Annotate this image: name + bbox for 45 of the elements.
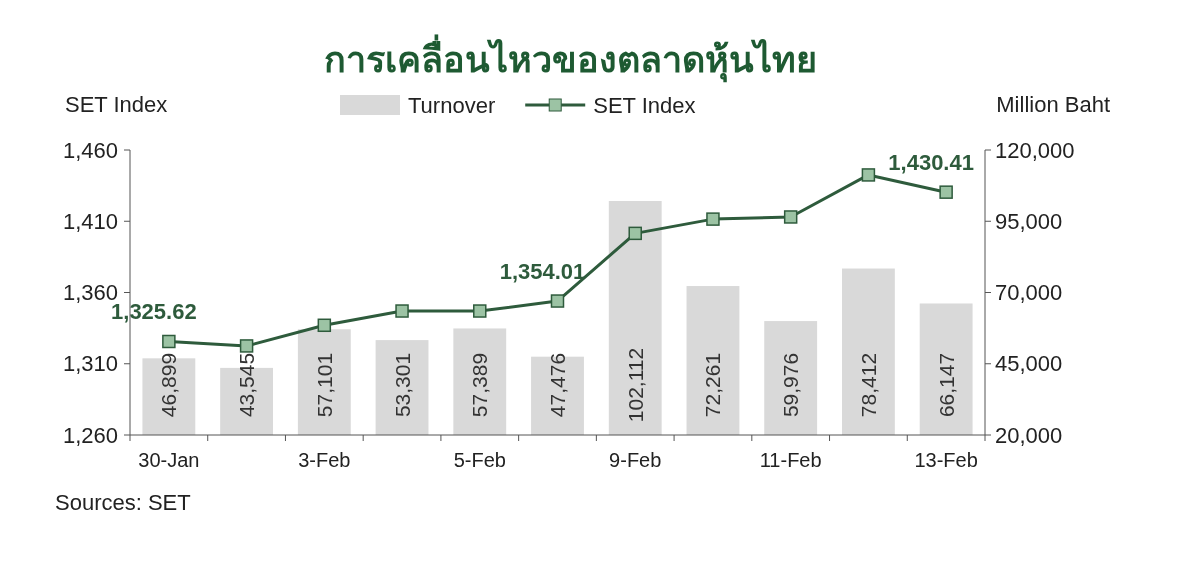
data-label: 1,430.41 bbox=[888, 150, 974, 176]
point bbox=[395, 304, 409, 318]
source-note: Sources: SET bbox=[55, 490, 191, 515]
y-tick-label: 1,310 bbox=[62, 351, 118, 377]
y2-tick-label: 70,000 bbox=[995, 280, 1063, 305]
legend-label: Turnover bbox=[408, 92, 496, 118]
data-label: 57,389 bbox=[468, 352, 492, 418]
point bbox=[550, 294, 565, 308]
x-tick-label: 13-Feb bbox=[914, 449, 978, 471]
y2-axis-title: Million Baht bbox=[996, 92, 1110, 117]
data-label: 66,147 bbox=[934, 352, 958, 418]
data-label: 1,354.01 bbox=[499, 259, 586, 285]
point bbox=[162, 334, 176, 349]
data-label: 72,261 bbox=[701, 352, 725, 418]
point bbox=[317, 318, 332, 333]
y2-tick-label: 120,000 bbox=[995, 137, 1075, 163]
point bbox=[706, 212, 720, 226]
y-tick-label: 1,460 bbox=[62, 137, 118, 163]
x-tick-label: 9-Feb bbox=[609, 449, 662, 471]
data-label: 57,101 bbox=[312, 352, 336, 418]
data-label: 53,301 bbox=[390, 352, 414, 418]
data-label: 43,545 bbox=[235, 352, 259, 418]
x-tick-label: 5-Feb bbox=[453, 449, 506, 471]
y-tick-label: 1,410 bbox=[62, 208, 118, 234]
y-axis-title: SET Index bbox=[65, 92, 168, 117]
chart-title: การเคลื่อนไหวของตลาดหุ้นไทย bbox=[323, 34, 817, 83]
x-tick-label: 30-Jan bbox=[138, 449, 200, 471]
point bbox=[239, 339, 254, 353]
y2-tick-label: 45,000 bbox=[995, 351, 1063, 377]
data-label: 47,476 bbox=[546, 352, 569, 418]
data-label: 59,976 bbox=[779, 352, 803, 418]
y-tick-label: 1,260 bbox=[62, 422, 118, 448]
point bbox=[628, 226, 642, 241]
data-label: 102,112 bbox=[623, 347, 647, 423]
x-tick-label: 3-Feb bbox=[298, 449, 351, 471]
point bbox=[939, 185, 953, 199]
point bbox=[861, 168, 876, 182]
point bbox=[783, 210, 798, 224]
data-label: 78,412 bbox=[856, 352, 880, 418]
x-tick-label: 11-Feb bbox=[759, 449, 822, 471]
y2-tick-label: 95,000 bbox=[995, 208, 1063, 234]
legend-label: SET Index bbox=[593, 92, 696, 118]
data-label: 46,899 bbox=[157, 352, 181, 418]
y2-tick-label: 20,000 bbox=[995, 422, 1063, 448]
point bbox=[473, 304, 487, 318]
